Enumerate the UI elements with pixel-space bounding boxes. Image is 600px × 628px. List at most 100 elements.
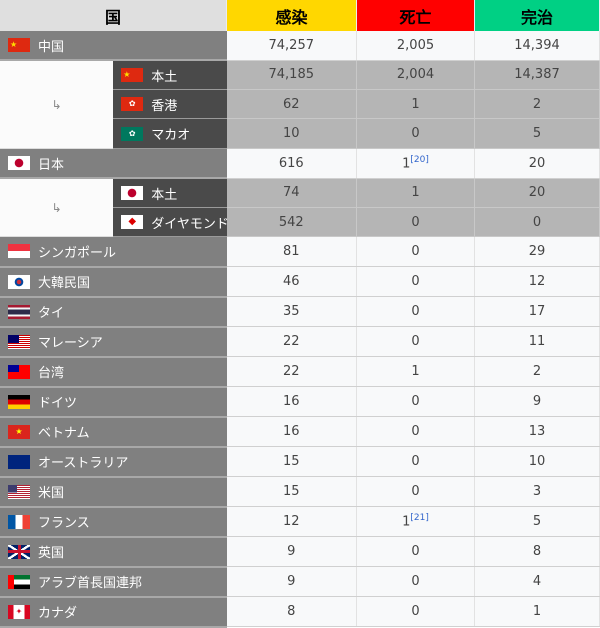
- deaths-value: 0: [411, 394, 420, 409]
- country-name[interactable]: タイ: [38, 306, 65, 321]
- country-name[interactable]: 日本: [38, 157, 65, 173]
- deaths-cell: 0: [356, 386, 475, 417]
- deaths-cell: 0: [356, 536, 475, 567]
- deaths-value: 0: [411, 334, 420, 349]
- deaths-value: 0: [411, 126, 420, 141]
- reference-link[interactable]: [21]: [410, 513, 429, 524]
- country-name[interactable]: フランス: [38, 516, 90, 531]
- country-name[interactable]: 台湾: [38, 366, 65, 381]
- flag-jp-icon: [121, 186, 144, 200]
- country-row: アラブ首長国連邦 9 0 4: [0, 566, 600, 598]
- deaths-value: 1: [411, 96, 420, 112]
- header-recovered[interactable]: 完治: [474, 0, 600, 31]
- country-cell: 英国: [0, 536, 227, 568]
- country-row: 米国 15 0 3: [0, 476, 600, 508]
- country-name[interactable]: 本土: [151, 187, 178, 203]
- infected-cell: 616: [226, 148, 357, 179]
- country-name[interactable]: 米国: [38, 486, 65, 501]
- infected-cell: 542: [226, 207, 357, 237]
- recovered-cell: 1: [474, 596, 600, 627]
- deaths-value: 0: [411, 574, 420, 589]
- country-name[interactable]: マレーシア: [38, 336, 103, 351]
- country-name[interactable]: ドイツ: [38, 396, 78, 411]
- country-cell: ★ ベトナム: [0, 416, 227, 448]
- flag-hk-icon: ✿: [121, 97, 144, 111]
- deaths-cell: 1[20]: [356, 148, 475, 179]
- recovered-cell: 14,394: [474, 31, 600, 61]
- deaths-value: 1: [411, 364, 420, 379]
- country-name[interactable]: カナダ: [38, 606, 78, 621]
- deaths-value: 0: [411, 424, 420, 439]
- country-name[interactable]: 大韓民国: [38, 276, 91, 291]
- country-row: ★ ベトナム 16 0 13: [0, 416, 600, 448]
- country-name[interactable]: ダイヤモンド・プリンセス号: [151, 216, 227, 232]
- infected-cell: 22: [226, 326, 357, 357]
- deaths-value: 0: [411, 544, 420, 559]
- header-deaths[interactable]: 死亡: [356, 0, 475, 31]
- country-name[interactable]: 香港: [151, 98, 178, 114]
- infected-cell: 10: [226, 118, 357, 149]
- infected-cell: 9: [226, 566, 357, 597]
- recovered-cell: 12: [474, 266, 600, 297]
- header-infected[interactable]: 感染: [226, 0, 357, 31]
- country-name[interactable]: 本土: [151, 69, 178, 85]
- deaths-value: 0: [411, 244, 420, 259]
- country-cell: ✿ マカオ: [113, 118, 227, 149]
- sub-region-row: ✿ マカオ 10 0 5: [0, 118, 600, 149]
- deaths-cell: 0: [356, 236, 475, 267]
- header-country[interactable]: 国: [0, 0, 227, 31]
- flag-mo-icon: ✿: [121, 126, 144, 141]
- recovered-cell: 10: [474, 446, 600, 477]
- country-cell: 本土: [113, 178, 227, 208]
- flag-fr-icon: [8, 514, 30, 529]
- header-row: 国 感染 死亡 完治: [0, 0, 600, 31]
- flag-my-icon: [8, 334, 30, 349]
- country-name[interactable]: 中国: [38, 39, 65, 55]
- sub-region-row: ✿ 香港 62 1 2: [0, 89, 600, 119]
- flag-us-icon: [8, 484, 30, 499]
- country-row: フランス 12 1[21] 5: [0, 506, 600, 538]
- sub-region-row: ↳ ★ 本土 74,185 2,004 14,387: [0, 60, 600, 149]
- flag-cn-icon: ★: [121, 68, 144, 82]
- deaths-cell: 0: [356, 446, 475, 477]
- flag-dp-icon: ◆: [121, 215, 144, 229]
- recovered-cell: 9: [474, 386, 600, 417]
- deaths-value: 1: [402, 514, 411, 530]
- country-name[interactable]: オーストラリア: [38, 456, 129, 471]
- recovered-cell: 5: [474, 118, 600, 149]
- deaths-value: 2,004: [396, 67, 435, 83]
- flag-sg-icon: [8, 244, 30, 259]
- flag-ca-icon: ✦: [8, 604, 30, 619]
- sub-region-row: ◆ ダイヤモンド・プリンセス号542 0 0: [0, 207, 600, 237]
- deaths-cell: 0: [356, 296, 475, 327]
- deaths-cell: 0: [356, 566, 475, 597]
- flag-cn-icon: ★: [8, 38, 30, 52]
- deaths-cell: 0: [356, 266, 475, 297]
- infected-cell: 16: [226, 386, 357, 417]
- flag-de-icon: [8, 394, 30, 409]
- recovered-cell: 2: [474, 356, 600, 387]
- infected-cell: 9: [226, 536, 357, 567]
- deaths-cell: 0: [356, 476, 475, 507]
- reference-link[interactable]: [20]: [410, 155, 429, 166]
- country-cell: シンガポール: [0, 236, 227, 268]
- deaths-cell: 0: [356, 596, 475, 627]
- recovered-cell: 29: [474, 236, 600, 267]
- flag-th-icon: [8, 304, 30, 319]
- country-cell: タイ: [0, 296, 227, 328]
- country-row: ✦ カナダ 8 0 1: [0, 596, 600, 628]
- recovered-cell: 8: [474, 536, 600, 567]
- flag-ae-icon: [8, 574, 30, 589]
- country-cell: アラブ首長国連邦: [0, 566, 227, 598]
- recovered-cell: 20: [474, 148, 600, 179]
- country-cell: ✦ カナダ: [0, 596, 227, 628]
- infected-cell: 15: [226, 476, 357, 507]
- country-name[interactable]: ベトナム: [38, 426, 90, 441]
- recovered-cell: 2: [474, 89, 600, 119]
- country-name[interactable]: マカオ: [151, 128, 191, 143]
- country-name[interactable]: アラブ首長国連邦: [38, 576, 143, 591]
- deaths-cell: 1: [356, 89, 475, 119]
- country-name[interactable]: シンガポール: [38, 245, 117, 261]
- country-name[interactable]: 英国: [38, 546, 65, 561]
